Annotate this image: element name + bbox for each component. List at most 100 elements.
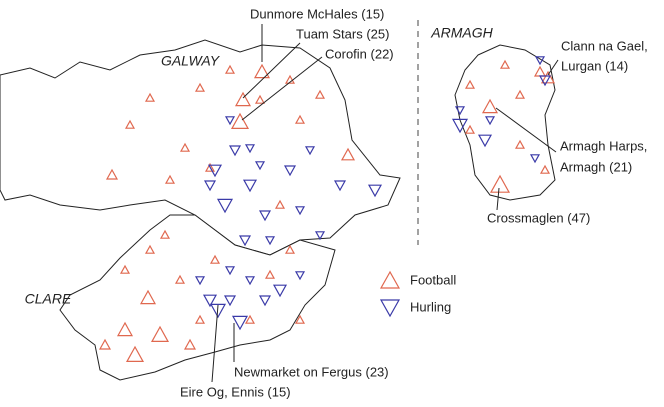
football-marker xyxy=(224,64,236,74)
hurling-marker xyxy=(223,295,237,307)
football-marker xyxy=(254,94,266,104)
hurling-marker xyxy=(333,180,347,192)
hurling-marker xyxy=(216,198,234,214)
football-marker xyxy=(119,264,131,274)
leader-line xyxy=(496,187,500,211)
hurling-marker xyxy=(283,165,297,177)
football-marker xyxy=(540,70,556,84)
football-marker xyxy=(314,89,326,99)
annotation: Lurgan (14) xyxy=(561,58,628,73)
clare-outline xyxy=(59,214,336,381)
hurling-marker xyxy=(228,145,242,157)
hurling-marker xyxy=(304,146,316,156)
football-marker xyxy=(499,59,511,69)
legend-label: Hurling xyxy=(410,299,451,314)
football-marker xyxy=(124,119,136,129)
leader-line xyxy=(495,107,557,153)
football-marker xyxy=(489,174,511,193)
football-marker xyxy=(514,89,526,99)
football-marker xyxy=(105,168,119,180)
football-marker xyxy=(209,254,221,264)
football-marker xyxy=(144,244,156,254)
football-marker xyxy=(294,114,306,124)
hurling-marker xyxy=(367,184,383,198)
football-marker xyxy=(164,174,176,184)
football-marker xyxy=(253,63,271,79)
hurling-marker xyxy=(258,210,272,222)
annotation: Corofin (22) xyxy=(325,46,394,61)
annotation: Armagh Harps, xyxy=(560,138,647,153)
football-marker xyxy=(230,112,250,129)
galway-outline xyxy=(0,39,401,256)
hurling-marker xyxy=(294,271,306,281)
hurling-marker xyxy=(294,206,306,216)
leader-line xyxy=(547,59,559,76)
football-marker xyxy=(204,162,216,172)
football-marker xyxy=(294,314,306,324)
football-marker xyxy=(150,325,170,342)
annotation: Newmarket on Fergus (23) xyxy=(234,364,389,379)
football-marker xyxy=(340,147,356,161)
legend-symbol xyxy=(379,270,401,289)
football-marker xyxy=(98,338,112,350)
annotation: Clann na Gael, xyxy=(561,38,648,53)
hurling-marker xyxy=(202,294,218,308)
annotation: Dunmore McHales (15) xyxy=(250,6,384,21)
football-marker xyxy=(284,244,296,254)
football-marker xyxy=(539,164,551,174)
football-marker xyxy=(179,142,191,152)
hurling-marker xyxy=(258,295,272,307)
hurling-marker xyxy=(242,179,258,193)
football-marker xyxy=(116,321,134,337)
football-marker xyxy=(464,124,476,134)
hurling-marker xyxy=(231,315,249,331)
leader-line xyxy=(211,304,219,383)
football-marker xyxy=(514,139,526,149)
leader-line xyxy=(241,56,323,121)
football-marker xyxy=(144,92,156,102)
football-marker xyxy=(244,314,256,324)
football-marker xyxy=(159,229,171,239)
hurling-marker xyxy=(538,75,552,87)
football-marker xyxy=(264,269,276,279)
football-marker xyxy=(234,91,252,107)
hurling-marker xyxy=(203,180,217,192)
hurling-marker xyxy=(244,276,256,286)
annotation: Eire Og, Ennis (15) xyxy=(180,384,291,399)
hurling-marker xyxy=(224,266,236,276)
annotation: Armagh (21) xyxy=(560,159,632,174)
hurling-marker xyxy=(207,164,223,178)
hurling-marker xyxy=(534,56,546,66)
hurling-marker xyxy=(272,284,288,298)
markers xyxy=(98,56,556,362)
region-label: CLARE xyxy=(25,291,72,307)
hurling-marker xyxy=(484,116,496,126)
football-marker xyxy=(139,289,157,305)
region-label: ARMAGH xyxy=(430,25,493,41)
football-marker xyxy=(194,314,206,324)
annotation: Crossmaglen (47) xyxy=(487,210,590,225)
hurling-marker xyxy=(454,106,466,116)
leader-line xyxy=(242,42,301,99)
hurling-marker xyxy=(254,161,266,171)
legend-label: Football xyxy=(410,272,456,287)
football-marker xyxy=(284,74,296,84)
hurling-marker xyxy=(194,276,206,286)
football-marker xyxy=(464,79,476,89)
hurling-marker xyxy=(264,236,276,246)
hurling-marker xyxy=(477,134,493,148)
hurling-marker xyxy=(314,231,326,241)
annotation: Tuam Stars (25) xyxy=(296,26,389,41)
hurling-marker xyxy=(238,235,252,247)
football-marker xyxy=(274,199,286,209)
hurling-marker xyxy=(451,118,469,134)
region-label: GALWAY xyxy=(161,53,221,69)
football-marker xyxy=(125,345,145,362)
hurling-marker xyxy=(244,144,256,154)
hurling-marker xyxy=(209,303,227,319)
hurling-marker xyxy=(224,116,236,126)
football-marker xyxy=(174,274,186,284)
hurling-marker xyxy=(529,154,541,164)
football-marker xyxy=(194,82,206,92)
